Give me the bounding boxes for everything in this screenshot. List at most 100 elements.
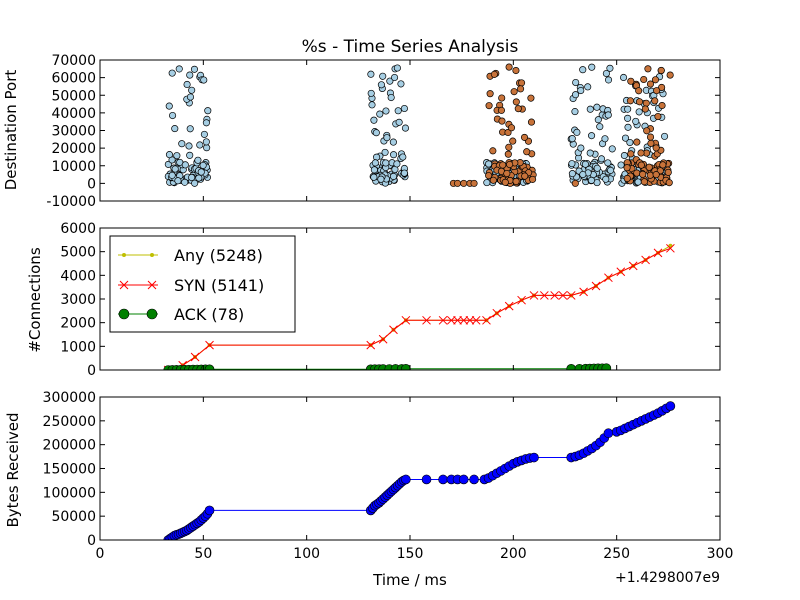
scatter-point (520, 133, 529, 141)
x-tick-label: 300 (707, 546, 734, 562)
series-point (550, 291, 560, 300)
series-point (401, 474, 411, 485)
scatter-point (651, 97, 659, 105)
legend-marker-syn (119, 280, 157, 290)
x-tick-label: 100 (293, 546, 320, 562)
scatter-point (577, 144, 585, 152)
scatter-point (621, 134, 630, 142)
scatter-point (654, 112, 662, 121)
scatter-point (512, 177, 520, 185)
scatter-point (393, 64, 401, 72)
scatter-point (400, 104, 408, 113)
series-point (603, 428, 614, 439)
scatter-point (641, 105, 649, 113)
y-tick-label: 300000 (43, 390, 96, 406)
scatter-point (637, 149, 645, 157)
scatter-point (527, 118, 536, 126)
scatter-point (194, 156, 202, 164)
chart-title: %s - Time Series Analysis (302, 37, 519, 57)
scatter-point (377, 175, 385, 183)
scatter-point (645, 163, 653, 171)
scatter-point (596, 123, 604, 131)
legend: Any (5248) SYN (5141) ACK (78) (109, 235, 296, 333)
series-point (401, 315, 411, 325)
scatter-point (510, 88, 518, 96)
scatter-point (377, 81, 385, 89)
scatter-point (573, 128, 581, 136)
series-point (558, 291, 568, 300)
scatter-point (661, 132, 669, 140)
scatter-point (196, 141, 204, 149)
scatter-point (588, 63, 596, 71)
scatter-point (379, 72, 387, 80)
x-tick-label: 150 (397, 546, 424, 562)
scatter-point (647, 139, 655, 147)
scatter-point (395, 118, 403, 126)
y-tick-label: 10000 (51, 159, 96, 175)
scatter-point (401, 124, 410, 132)
series-point (482, 315, 491, 325)
y-tick-label: 200000 (43, 438, 96, 454)
scatter-point (171, 125, 179, 133)
scatter-point (400, 169, 408, 177)
scatter-point (202, 138, 210, 146)
scatter-point (165, 102, 173, 110)
scatter-point (195, 174, 203, 182)
bytes-plot (163, 401, 676, 540)
y-tick-label: 100000 (43, 485, 96, 501)
scatter-point (604, 159, 612, 167)
scatter-point (382, 107, 390, 115)
scatter-point (604, 76, 613, 84)
scatter-point (393, 160, 401, 168)
series-point (616, 267, 626, 277)
scatter-point (571, 179, 579, 187)
scatter-point (489, 147, 497, 155)
scatter-point (367, 89, 375, 97)
scatter-point (389, 172, 398, 180)
series-point (469, 474, 479, 485)
scatter-point (173, 152, 181, 160)
scatter-point (639, 170, 647, 178)
scatter-point (387, 93, 395, 102)
scatter-point (501, 178, 509, 186)
scatter-point (581, 160, 589, 168)
scatter-point (626, 138, 634, 147)
series-point (459, 315, 469, 325)
series-point (204, 364, 215, 370)
panel1-y-label: Destination Port (2, 70, 20, 191)
scatter-point (643, 127, 651, 135)
scatter-point (171, 165, 179, 173)
scatter-point (507, 124, 516, 132)
scatter-point (588, 132, 596, 140)
scatter-point (607, 166, 615, 174)
series-point (665, 401, 676, 411)
scatter-point (165, 151, 174, 159)
scatter-point (640, 178, 648, 186)
scatter-point (666, 71, 674, 79)
x-tick-label: 200 (500, 546, 527, 562)
scatter-point (568, 135, 576, 143)
scatter-point (186, 71, 194, 79)
panel3-frame (99, 396, 721, 541)
scatter-point (597, 155, 606, 163)
scatter-point (486, 90, 494, 98)
scatter-point (391, 73, 399, 82)
y-tick-label: 2000 (60, 316, 96, 332)
series-point (204, 505, 215, 516)
legend-label-syn: SYN (5141) (174, 276, 264, 295)
y-tick-label: 250000 (43, 414, 96, 430)
scatter-point (646, 80, 655, 88)
scatter-point (646, 133, 655, 141)
y-tick-label: 6000 (60, 221, 96, 237)
y-tick-label: -10000 (46, 194, 96, 210)
series-line (167, 405, 671, 540)
port-scatter-plot (164, 63, 674, 187)
scatter-point (635, 98, 644, 106)
scatter-point (658, 83, 666, 91)
x-axis-label: Time / ms (372, 571, 447, 589)
panel2-y-label: #Connections (26, 247, 44, 352)
scatter-point (601, 135, 609, 143)
scatter-point (652, 144, 660, 152)
legend-box (109, 235, 296, 333)
legend-item-any: Any (5248) (118, 246, 263, 265)
